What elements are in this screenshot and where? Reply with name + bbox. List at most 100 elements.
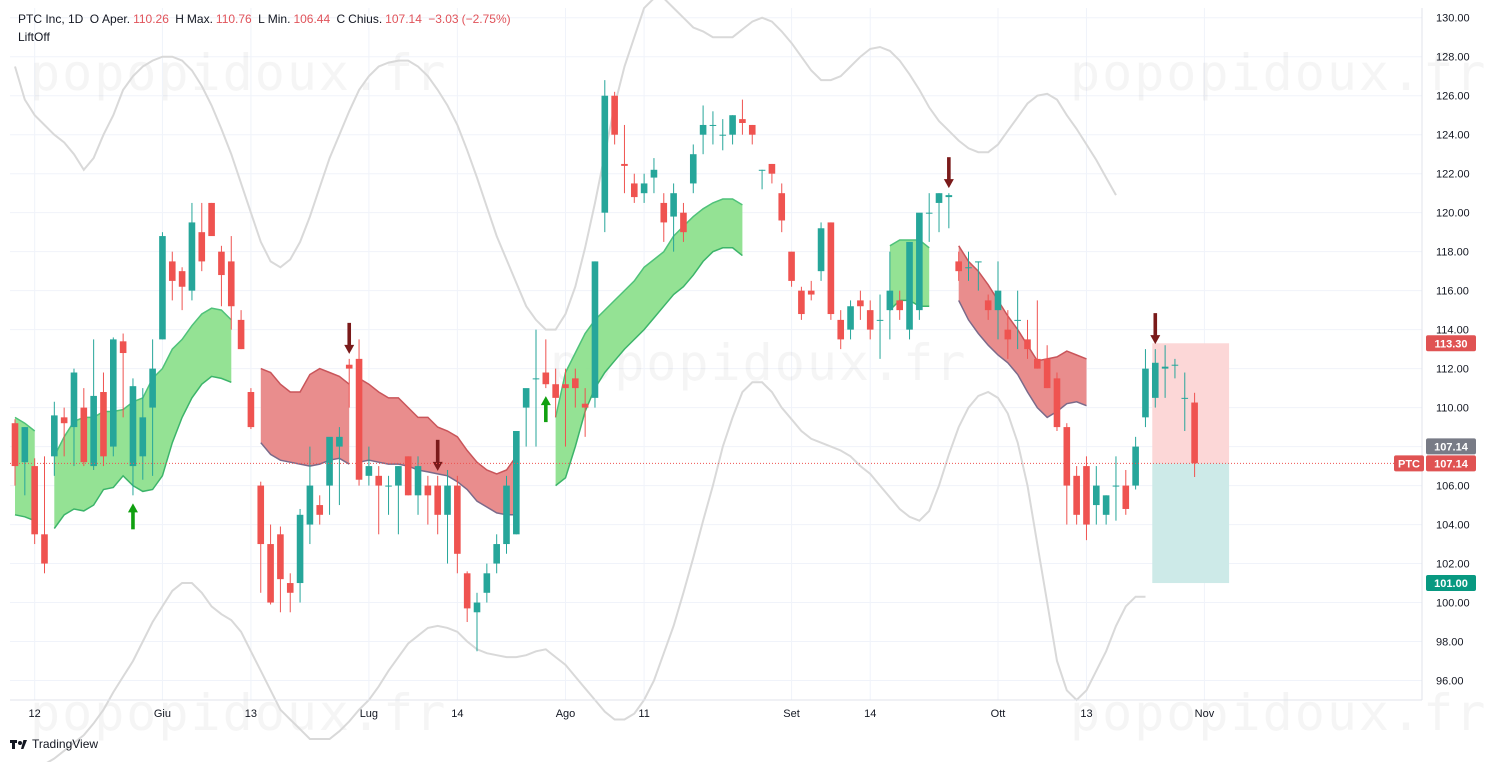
candle bbox=[945, 193, 953, 229]
candle bbox=[532, 329, 540, 447]
candle-body bbox=[621, 163, 628, 166]
candle-body bbox=[827, 222, 835, 315]
time-tick-label: Set bbox=[783, 708, 800, 720]
candle bbox=[965, 251, 972, 281]
candle-body bbox=[1053, 378, 1061, 428]
price-tick-label: 124.00 bbox=[1436, 130, 1470, 142]
candle bbox=[385, 475, 392, 515]
band-upper-edge bbox=[260, 367, 350, 393]
candle-body bbox=[178, 271, 186, 287]
time-tick-label: Ago bbox=[556, 708, 576, 720]
candle-body bbox=[237, 319, 245, 350]
change-value: −3.03 bbox=[428, 12, 459, 26]
candle-body bbox=[1063, 427, 1071, 486]
candle-body bbox=[355, 358, 363, 480]
candle bbox=[1093, 466, 1100, 525]
candle bbox=[581, 388, 589, 437]
candle-body bbox=[463, 573, 471, 609]
candle-body bbox=[758, 169, 766, 171]
candle-body bbox=[689, 154, 697, 184]
candle bbox=[739, 99, 746, 135]
candle-body bbox=[129, 386, 137, 467]
candle bbox=[837, 310, 845, 350]
candle bbox=[503, 475, 510, 554]
time-tick-label: 13 bbox=[1080, 708, 1092, 720]
candle bbox=[375, 466, 383, 535]
candle-body bbox=[807, 290, 815, 295]
price-tick-label: 116.00 bbox=[1436, 286, 1469, 298]
candle bbox=[1142, 349, 1149, 428]
candle-body bbox=[1171, 364, 1179, 366]
candle-body bbox=[21, 427, 29, 463]
candle-body bbox=[139, 417, 147, 457]
candle bbox=[709, 111, 717, 145]
candle-body bbox=[365, 466, 373, 476]
candle bbox=[21, 427, 29, 496]
candles[interactable] bbox=[11, 80, 1198, 652]
candle bbox=[866, 300, 874, 340]
candle bbox=[906, 241, 913, 340]
candle-body bbox=[247, 392, 255, 428]
candle bbox=[601, 80, 609, 233]
band-lower-edge bbox=[958, 300, 1087, 419]
candle bbox=[51, 401, 58, 476]
candle-body bbox=[866, 310, 874, 330]
candle bbox=[935, 193, 943, 233]
candle-body bbox=[473, 602, 481, 613]
candle-body bbox=[286, 583, 294, 593]
candle-body bbox=[1142, 368, 1149, 418]
target-price-tag: 101.00 bbox=[1426, 575, 1476, 592]
high-text: Max. bbox=[186, 12, 213, 26]
candle bbox=[670, 183, 677, 252]
candle bbox=[650, 158, 658, 194]
candle-body bbox=[444, 485, 451, 515]
candle bbox=[188, 202, 196, 301]
sell-arrow-shaft bbox=[435, 439, 440, 464]
candle bbox=[208, 202, 215, 237]
candle bbox=[1014, 290, 1021, 350]
candle-body bbox=[896, 300, 903, 311]
candle bbox=[355, 339, 363, 486]
candle-body bbox=[414, 466, 422, 496]
candle bbox=[1004, 310, 1012, 359]
candle bbox=[286, 573, 294, 613]
candle-body bbox=[906, 241, 913, 330]
candle bbox=[611, 91, 618, 145]
candle bbox=[227, 236, 235, 330]
watermark-text: popopidoux.fr bbox=[1070, 44, 1487, 102]
candle-body bbox=[660, 202, 668, 223]
sell-arrow-icon bbox=[344, 344, 355, 354]
candle-body bbox=[768, 163, 776, 174]
buy-arrow-shaft bbox=[131, 511, 135, 530]
candle-body bbox=[1122, 485, 1130, 509]
candle bbox=[699, 105, 707, 155]
indicator-label[interactable]: LiftOff bbox=[18, 30, 50, 44]
candle bbox=[1191, 392, 1198, 478]
candle-body bbox=[385, 485, 392, 487]
candle bbox=[306, 446, 314, 545]
band-lower-edge bbox=[53, 375, 232, 529]
tradingview-branding[interactable]: TradingView bbox=[10, 737, 98, 751]
candle bbox=[955, 251, 962, 281]
candle-body bbox=[60, 417, 68, 424]
candle-body bbox=[1181, 397, 1189, 399]
buy-arrow-icon bbox=[540, 396, 551, 406]
stop-price-tag: 113.30 bbox=[1426, 335, 1476, 352]
symbol-label[interactable]: PTC Inc, 1D bbox=[18, 12, 84, 26]
low-label: L bbox=[258, 12, 265, 26]
candle bbox=[748, 124, 756, 145]
candle bbox=[1102, 495, 1110, 525]
candle bbox=[119, 333, 127, 418]
candle bbox=[552, 368, 559, 418]
candle-body bbox=[1024, 339, 1031, 350]
candle bbox=[768, 163, 776, 184]
candle-body bbox=[1093, 485, 1100, 506]
time-axis[interactable]: 12 Giu 13 Lug 14 Ago 11 Set 14 Ott 13 Nov bbox=[29, 708, 1215, 720]
candle bbox=[680, 202, 687, 242]
candle-body bbox=[168, 261, 176, 281]
take-profit-zone bbox=[1152, 463, 1230, 584]
candle-body bbox=[916, 212, 923, 311]
candle-body bbox=[336, 436, 343, 447]
candle bbox=[168, 251, 176, 301]
